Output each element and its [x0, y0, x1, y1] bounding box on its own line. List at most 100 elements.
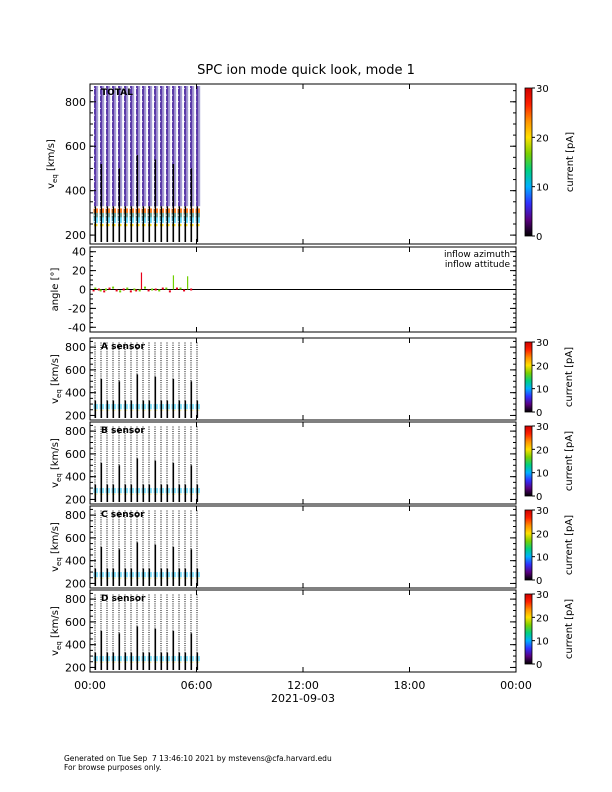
colorbar-tick-label: 20: [536, 445, 549, 456]
spectrogram-spike: [172, 631, 175, 670]
angle-azimuth-point: [115, 289, 118, 292]
spectrogram-spike: [142, 400, 145, 418]
spectrogram-spike: [154, 628, 157, 670]
spectrogram-spike: [136, 542, 139, 586]
y-tick-label: -20: [68, 302, 86, 315]
spectrogram-column: [139, 86, 141, 207]
spectrogram-spike: [184, 400, 187, 418]
d-sensor-colorbar: [524, 593, 533, 665]
spectrogram-spike: [148, 568, 151, 586]
angle-attitude-point: [119, 290, 122, 293]
spectrogram-spike: [142, 568, 145, 586]
spectrogram-column: [151, 86, 153, 207]
a-sensor-colorbar: [524, 341, 533, 413]
spectrogram-spike: [172, 547, 175, 586]
angle-azimuth-point: [183, 289, 186, 292]
colorbar-tick-label: 10: [536, 637, 549, 648]
angle-azimuth-point: [97, 288, 100, 291]
spectrogram-spike: [142, 652, 145, 670]
spectrogram-spike: [184, 568, 187, 586]
y-tick-label: 200: [65, 229, 86, 242]
y-tick-label: 600: [65, 532, 86, 545]
spectrogram-column: [157, 86, 159, 207]
spectrogram-spike: [178, 484, 181, 502]
y-tick-label: 0: [79, 284, 86, 297]
c-sensor-colorbar-label: current [pA]: [564, 515, 575, 575]
spectrogram-column: [145, 86, 147, 207]
spectrogram-column: [184, 86, 187, 207]
x-tick-label: 00:00: [74, 679, 106, 692]
spectrogram-column: [193, 86, 195, 207]
spectrogram-column: [172, 86, 175, 207]
angle-azimuth-point: [175, 287, 178, 290]
spectrogram-column: [190, 86, 193, 207]
x-tick-label: 12:00: [287, 679, 319, 692]
spectrogram-spike: [130, 400, 133, 418]
spectrogram-spike: [154, 376, 157, 418]
angle-azimuth-point: [108, 287, 111, 290]
spectrogram-column: [127, 86, 129, 207]
spectrogram-spike: [160, 652, 163, 670]
spectrogram-spike: [124, 568, 127, 586]
spectrogram-spike: [160, 400, 163, 418]
colorbar-tick-label: 10: [536, 469, 549, 480]
spectrogram-spike: [196, 568, 199, 586]
colorbar-tick-label: 0: [536, 408, 542, 419]
c-sensor-label: C sensor: [101, 510, 145, 520]
x-axis-date-label: 2021-09-03: [271, 692, 335, 705]
spectrogram-spike: [148, 206, 151, 242]
spectrogram-spike: [118, 381, 121, 418]
angle-attitude-point: [151, 288, 154, 291]
colorbar-tick-label: 0: [536, 576, 542, 587]
x-tick-label: 00:00: [500, 679, 532, 692]
total-colorbar: [524, 87, 533, 237]
spectrogram-column: [196, 86, 199, 207]
spectrogram-spike: [118, 465, 121, 502]
y-tick-label: 800: [65, 593, 86, 606]
b-sensor-label: B sensor: [101, 426, 145, 436]
spectrogram-column: [124, 86, 127, 207]
colorbar-tick-label: 30: [536, 422, 549, 433]
spectrogram-spike: [178, 206, 181, 242]
a-sensor-ylabel: veq [km/s]: [50, 354, 63, 404]
y-tick-label: 600: [65, 448, 86, 461]
spectrogram-spike: [130, 484, 133, 502]
spectrogram-spike: [160, 206, 163, 242]
spectrogram-spike: [130, 652, 133, 670]
d-sensor-ylabel: veq [km/s]: [50, 606, 63, 656]
y-tick-label: 200: [65, 661, 86, 674]
spectrogram-spike: [190, 633, 193, 670]
spectrogram-spike: [172, 164, 175, 242]
angle-attitude-point: [179, 287, 182, 290]
colorbar-tick-label: 20: [536, 133, 549, 144]
spectrogram-column: [175, 86, 177, 207]
spectrogram-spike: [100, 631, 103, 670]
spectrogram-spike: [100, 463, 103, 502]
spectrogram-spike: [118, 549, 121, 586]
y-tick-label: 800: [65, 96, 86, 109]
legend-attitude: inflow attitude: [445, 260, 511, 270]
spectrogram-spike: [196, 206, 199, 242]
spectrogram-spike: [172, 463, 175, 502]
spectrogram-spike: [112, 568, 115, 586]
spectrogram-spike: [118, 633, 121, 670]
y-tick-label: 400: [65, 471, 86, 484]
spectrogram-spike: [178, 652, 181, 670]
spectrogram-column: [121, 86, 123, 207]
spectrogram-column: [169, 86, 171, 207]
spectrogram-spike: [136, 155, 139, 242]
footer-browse-line: For browse purposes only.: [64, 763, 162, 772]
a-sensor-label: A sensor: [101, 342, 146, 352]
colorbar-tick-label: 30: [536, 506, 549, 517]
c-sensor-ylabel: veq [km/s]: [50, 522, 63, 572]
c-sensor-colorbar: [524, 509, 533, 581]
y-tick-label: 800: [65, 509, 86, 522]
spectrogram-spike: [190, 381, 193, 418]
spectrogram-spike: [196, 400, 199, 418]
spectrogram-spike: [160, 484, 163, 502]
angle-attitude-point: [165, 287, 168, 290]
spectrogram-spike: [124, 206, 127, 242]
spectrogram-spike: [184, 206, 187, 242]
spectrogram-spike: [136, 458, 139, 502]
